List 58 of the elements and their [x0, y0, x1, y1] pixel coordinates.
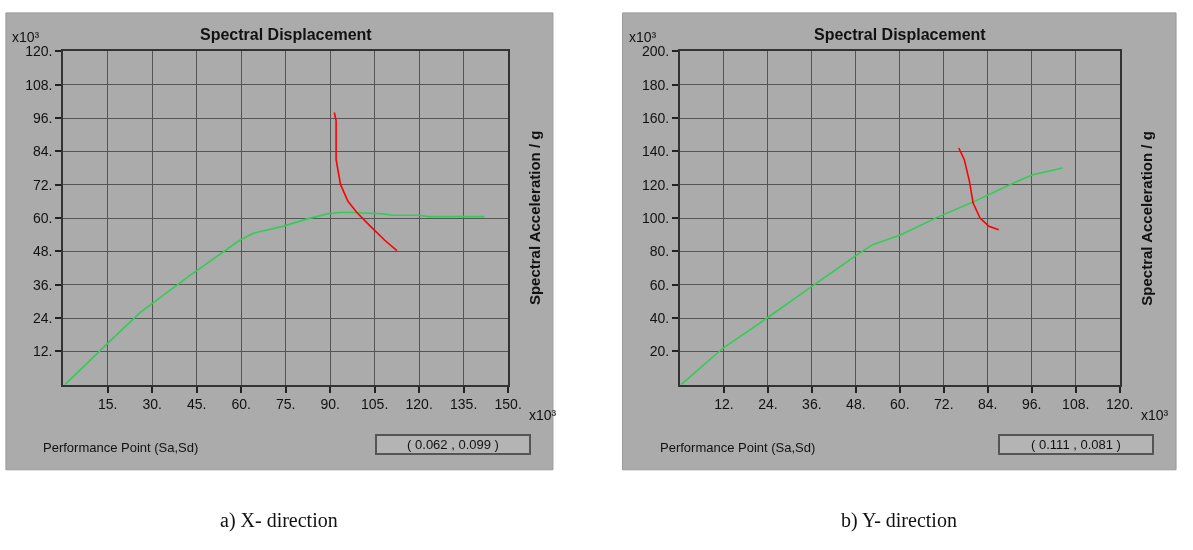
- y-tick-label: 84.: [32, 143, 53, 160]
- y-tick-label: 100.: [641, 209, 670, 226]
- x-tick-label: 45.: [186, 396, 207, 413]
- y-tick-label: 60.: [32, 209, 53, 226]
- line-series: [680, 167, 1064, 385]
- text: Performance Point (Sa,Sd): [43, 440, 199, 455]
- x-tick-label: 120.: [405, 396, 433, 413]
- text: b) Y- direction: [841, 509, 957, 532]
- y-tick-label: 180.: [641, 76, 670, 93]
- line-series: [64, 211, 486, 385]
- y-tick-label: 24.: [32, 309, 53, 326]
- y-tick-label: 108.: [25, 76, 53, 93]
- chart-title: Spectral Displacement: [200, 26, 373, 43]
- y-tick-label: 36.: [32, 276, 53, 293]
- y-tick-label: 20.: [649, 343, 670, 360]
- x-tick-label: 90.: [320, 396, 340, 413]
- x-tick-label: 72.: [934, 396, 954, 413]
- y-tick-label: 96.: [32, 109, 53, 126]
- x-tick-label: 105.: [361, 396, 389, 413]
- text: ( 0.062 , 0.099 ): [407, 437, 499, 452]
- y-tick-label: 80.: [649, 243, 670, 260]
- text: x10³: [1141, 407, 1169, 423]
- y-tick-label: 60.: [649, 276, 670, 293]
- y-tick-label: 40.: [649, 309, 670, 326]
- x-tick-label: 48.: [846, 396, 866, 413]
- x-tick-label: 75.: [275, 396, 296, 413]
- y-tick-label: 120.: [25, 43, 53, 60]
- y-tick-label: 160.: [641, 109, 670, 126]
- text: x10³: [629, 29, 657, 45]
- x-tick-label: 150.: [494, 396, 522, 413]
- text: x10³: [12, 29, 40, 45]
- x-tick-label: 84.: [978, 396, 998, 413]
- x-tick-label: 12.: [714, 396, 734, 413]
- y-tick-label: 120.: [641, 176, 670, 193]
- chart-title: Spectral Displacement: [814, 26, 987, 43]
- x-tick-label: 120.: [1106, 396, 1134, 413]
- x-tick-label: 96.: [1022, 396, 1042, 413]
- x-tick-label: 108.: [1062, 396, 1090, 413]
- x-tick-label: 24.: [758, 396, 778, 413]
- x-tick-label: 30.: [142, 396, 162, 413]
- text: ( 0.111 , 0.081 ): [1031, 437, 1121, 452]
- text: x10³: [529, 407, 557, 423]
- y-tick-label: 200.: [641, 43, 670, 60]
- x-tick-label: 135.: [450, 396, 478, 413]
- y-tick-label: 12.: [32, 343, 53, 360]
- y-tick-label: 72.: [32, 176, 53, 193]
- text: a) X- direction: [220, 509, 338, 532]
- y2-axis-title: Spectral Acceleration / g: [1137, 131, 1155, 306]
- y2-axis-title: Spectral Acceleration / g: [526, 130, 544, 306]
- line-series: [333, 111, 398, 252]
- line-series: [958, 147, 1000, 231]
- x-tick-label: 15.: [97, 396, 118, 413]
- x-tick-label: 60.: [890, 396, 910, 413]
- x-tick-label: 60.: [231, 396, 251, 413]
- text: Performance Point (Sa,Sd): [660, 440, 816, 455]
- x-tick-label: 36.: [802, 396, 822, 413]
- y-tick-label: 140.: [641, 143, 670, 160]
- y-tick-label: 48.: [32, 243, 53, 260]
